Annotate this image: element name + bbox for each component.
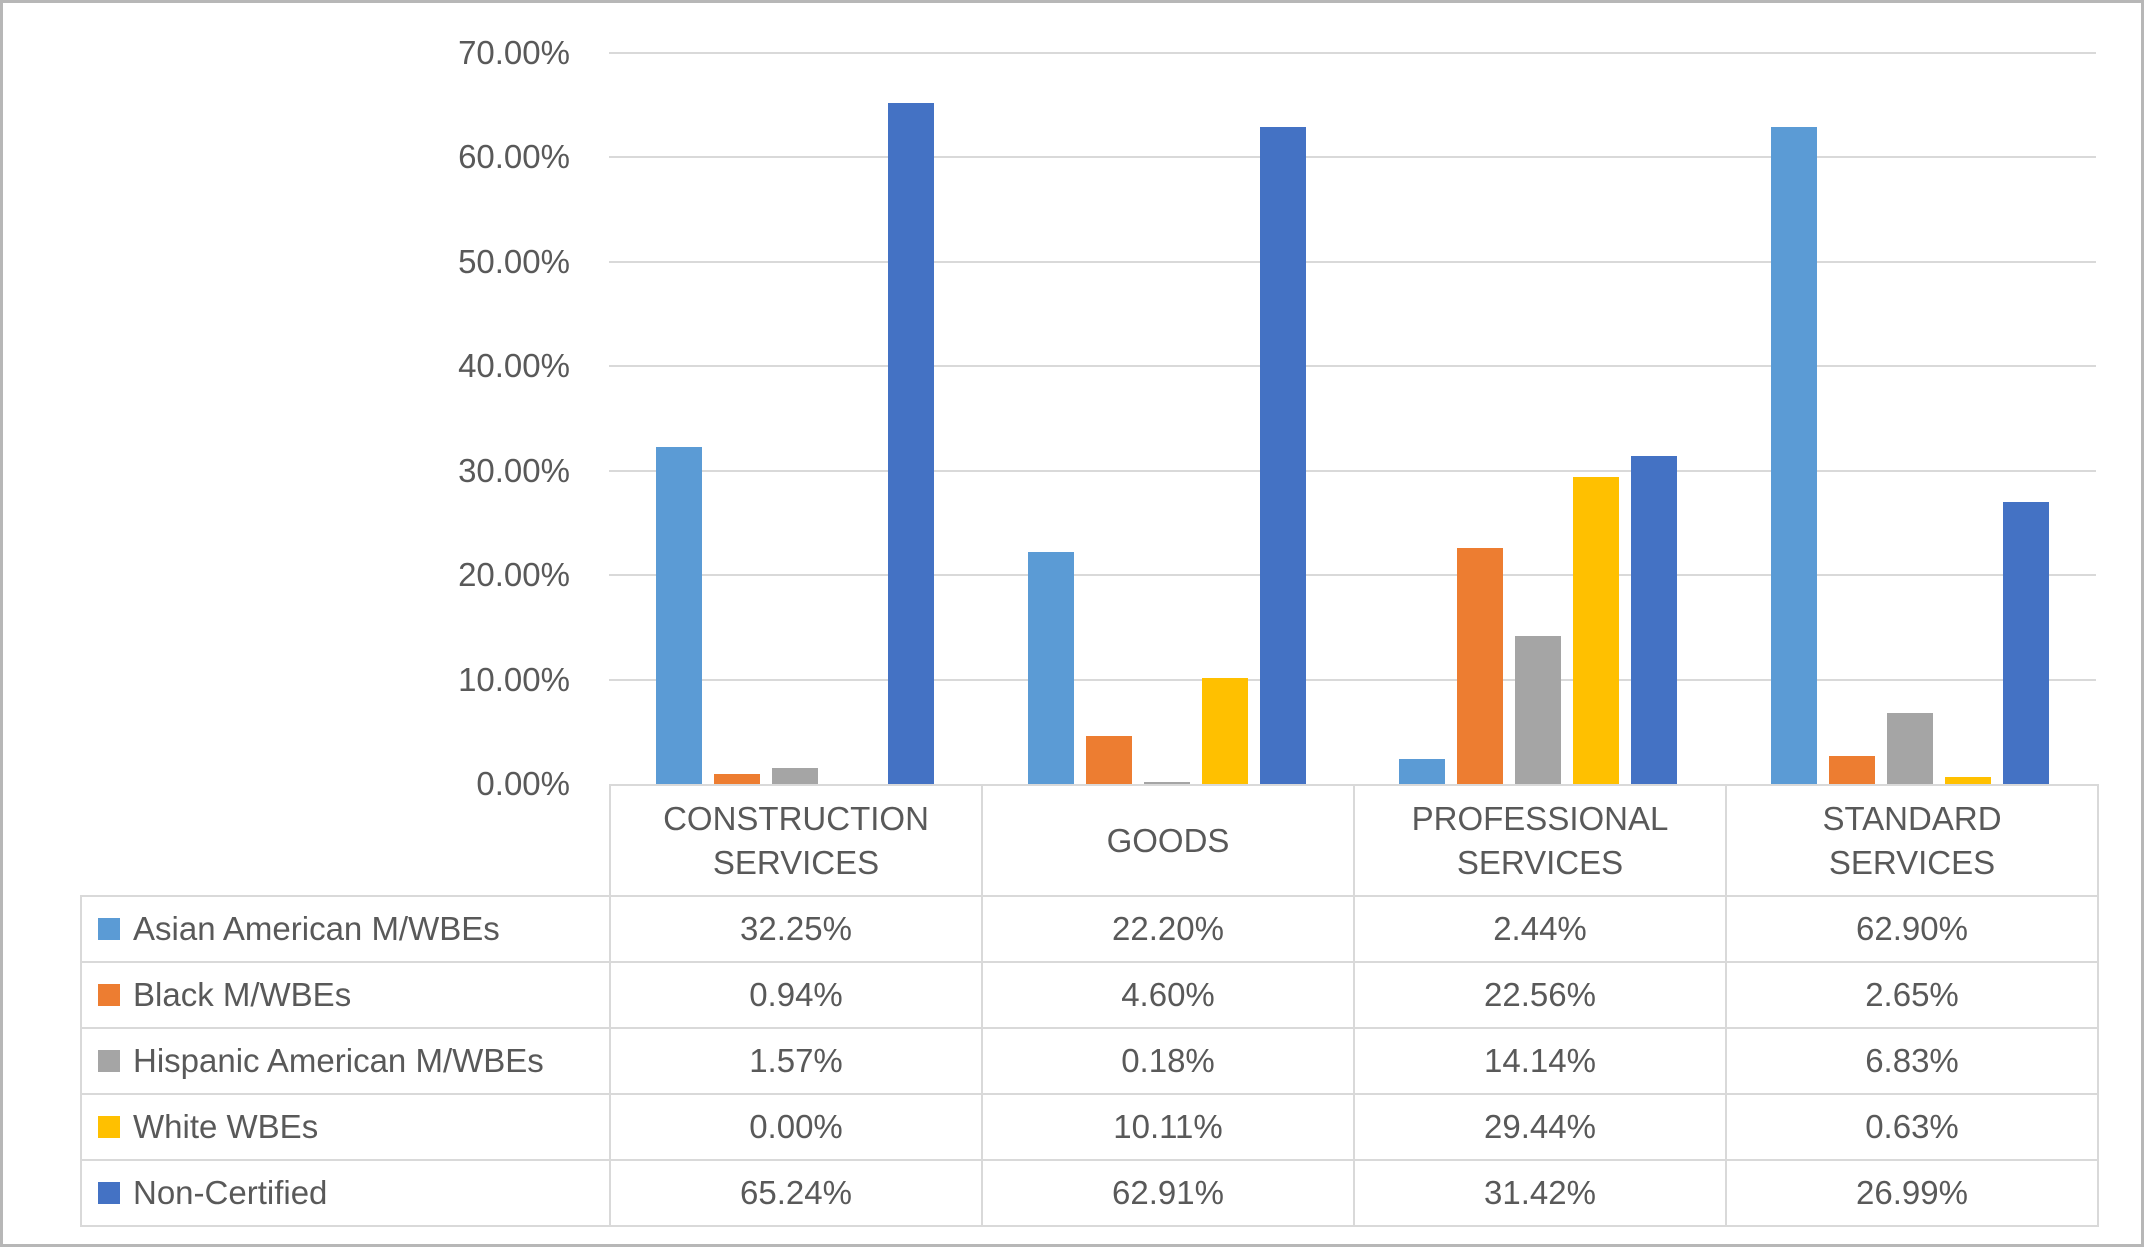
- bar: [1631, 455, 1678, 784]
- series-name-label: Asian American M/WBEs: [133, 910, 500, 948]
- y-axis-tick-label: 10.00%: [458, 660, 570, 698]
- legend-color-swatch-icon: [98, 917, 120, 940]
- y-axis-tick-label: 40.00%: [458, 347, 570, 385]
- bar: [1573, 476, 1620, 784]
- bar: [1085, 735, 1132, 784]
- bar: [1399, 758, 1446, 784]
- value-cell: 2.44%: [1353, 895, 1727, 963]
- bar: [771, 767, 818, 784]
- table-row: Asian American M/WBEs 32.25% 22.20% 2.44% 62…: [80, 895, 2099, 963]
- gridline: [609, 574, 2096, 577]
- y-axis-tick-label: 0.00%: [476, 765, 570, 802]
- y-axis-tick-label: 20.00%: [458, 556, 570, 594]
- legend-color-swatch-icon: [98, 983, 120, 1006]
- bar: [1143, 782, 1190, 784]
- legend-color-swatch-icon: [98, 1181, 120, 1204]
- value-cell: 10.11%: [981, 1093, 1355, 1161]
- bar: [1829, 756, 1876, 784]
- value-cell: 14.14%: [1353, 1027, 1727, 1095]
- series-name-label: White WBEs: [133, 1108, 319, 1146]
- bar: [1887, 712, 1934, 784]
- value-cell: 0.00%: [609, 1093, 983, 1161]
- value-cell: 32.25%: [609, 895, 983, 963]
- value-cell: 26.99%: [1725, 1159, 2099, 1227]
- value-cell: 4.60%: [981, 961, 1355, 1029]
- value-cell: 29.44%: [1353, 1093, 1727, 1161]
- bar: [887, 102, 934, 784]
- value-cell: 62.90%: [1725, 895, 2099, 963]
- value-cell: 22.56%: [1353, 961, 1727, 1029]
- bar: [1201, 678, 1248, 784]
- category-header-cell: GOODS: [981, 784, 1355, 897]
- table-row: White WBEs 0.00% 10.11% 29.44% 0.63%: [80, 1093, 2099, 1161]
- legend-color-swatch-icon: [98, 1115, 120, 1138]
- legend-cell: Black M/WBEs: [80, 961, 611, 1029]
- table-row: Black M/WBEs 0.94% 4.60% 22.56% 2.65%: [80, 961, 2099, 1029]
- bar: [1771, 127, 1818, 784]
- table-row: Non-Certified 65.24% 62.91% 31.42% 26.99%: [80, 1159, 2099, 1227]
- value-cell: 0.94%: [609, 961, 983, 1029]
- value-cell: 2.65%: [1725, 961, 2099, 1029]
- legend-cell: Non-Certified: [80, 1159, 611, 1227]
- y-axis-tick-label: 60.00%: [458, 138, 570, 176]
- value-cell: 0.18%: [981, 1027, 1355, 1095]
- category-header-cell: PROFESSIONAL SERVICES: [1353, 784, 1727, 897]
- bar: [1457, 548, 1504, 784]
- legend-color-swatch-icon: [98, 1049, 120, 1072]
- bar: [1027, 552, 1074, 784]
- value-cell: 65.24%: [609, 1159, 983, 1227]
- series-name-label: Non-Certified: [133, 1174, 328, 1212]
- bar: [2003, 502, 2050, 784]
- series-name-label: Black M/WBEs: [133, 976, 352, 1014]
- legend-cell: Asian American M/WBEs: [80, 895, 611, 963]
- value-cell: 31.42%: [1353, 1159, 1727, 1227]
- value-cell: 22.20%: [981, 895, 1355, 963]
- value-cell: 6.83%: [1725, 1027, 2099, 1095]
- y-axis-tick-label: 70.00%: [458, 34, 570, 71]
- value-cell: 62.91%: [981, 1159, 1355, 1227]
- category-header-cell: STANDARD SERVICES: [1725, 784, 2099, 897]
- bar: [1945, 777, 1992, 784]
- gridline: [609, 678, 2096, 681]
- gridline: [609, 52, 2096, 54]
- data-table: CONSTRUCTION SERVICES GOODS PROFESSIONAL S…: [80, 784, 2099, 1227]
- gridline: [609, 156, 2096, 159]
- value-cell: 0.63%: [1725, 1093, 2099, 1161]
- series-name-label: Hispanic American M/WBEs: [133, 1042, 544, 1080]
- table-row: Hispanic American M/WBEs 1.57% 0.18% 14.14%…: [80, 1027, 2099, 1095]
- y-axis-tick-label: 30.00%: [458, 451, 570, 489]
- bar: [655, 447, 702, 784]
- y-axis-tick-label: 50.00%: [458, 242, 570, 280]
- gridline: [609, 469, 2096, 472]
- bar: [1259, 127, 1306, 784]
- bar: [1515, 636, 1562, 784]
- category-header-cell: CONSTRUCTION SERVICES: [609, 784, 983, 897]
- gridline: [609, 260, 2096, 263]
- table-corner-cell: [81, 785, 610, 896]
- value-cell: 1.57%: [609, 1027, 983, 1095]
- bar: [713, 774, 760, 784]
- legend-cell: Hispanic American M/WBEs: [80, 1027, 611, 1095]
- legend-cell: White WBEs: [80, 1093, 611, 1161]
- gridline: [609, 365, 2096, 368]
